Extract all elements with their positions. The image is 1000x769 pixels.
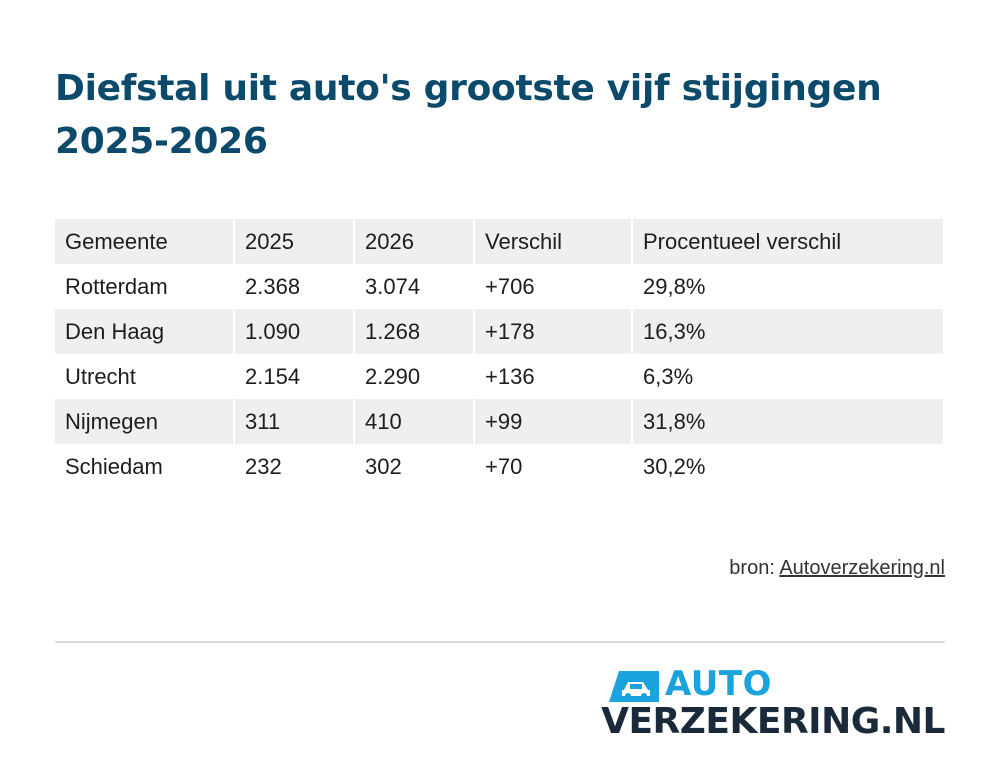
column-header: Procentueel verschil xyxy=(633,219,943,264)
source-note: bron: Autoverzekering.nl xyxy=(729,557,945,580)
table-cell: 16,3% xyxy=(633,309,943,354)
table-cell: Schiedam xyxy=(55,444,235,489)
table-cell: 2.154 xyxy=(235,354,355,399)
table-cell: 232 xyxy=(235,444,355,489)
table-cell: +178 xyxy=(475,309,633,354)
divider xyxy=(55,641,945,643)
column-header: Verschil xyxy=(475,219,633,264)
table-cell: 30,2% xyxy=(633,444,943,489)
car-icon xyxy=(609,671,659,702)
table-cell: 302 xyxy=(355,444,475,489)
table-cell: 311 xyxy=(235,399,355,444)
table-cell: Rotterdam xyxy=(55,264,235,309)
table-row: Utrecht 2.154 2.290 +136 6,3% xyxy=(55,354,943,399)
table-cell: 1.268 xyxy=(355,309,475,354)
data-table: Gemeente 2025 2026 Verschil Procentueel … xyxy=(55,219,943,489)
table-cell: +99 xyxy=(475,399,633,444)
source-link[interactable]: Autoverzekering.nl xyxy=(779,557,945,579)
table-cell: +70 xyxy=(475,444,633,489)
brand-logo: AUTO VERZEKERING.NL xyxy=(601,664,945,744)
column-header: 2025 xyxy=(235,219,355,264)
table-cell: Den Haag xyxy=(55,309,235,354)
page-title: Diefstal uit auto's grootste vijf stijgi… xyxy=(55,68,882,162)
table-cell: 2.290 xyxy=(355,354,475,399)
table-cell: 29,8% xyxy=(633,264,943,309)
table-row: Den Haag 1.090 1.268 +178 16,3% xyxy=(55,309,943,354)
table-row: Schiedam 232 302 +70 30,2% xyxy=(55,444,943,489)
table-cell: Nijmegen xyxy=(55,399,235,444)
column-header: 2026 xyxy=(355,219,475,264)
table-row: Nijmegen 311 410 +99 31,8% xyxy=(55,399,943,444)
logo-text-top: AUTO xyxy=(665,664,772,704)
table-cell: 2.368 xyxy=(235,264,355,309)
table-row: Rotterdam 2.368 3.074 +706 29,8% xyxy=(55,264,943,309)
table-cell: +136 xyxy=(475,354,633,399)
column-header: Gemeente xyxy=(55,219,235,264)
table-cell: 6,3% xyxy=(633,354,943,399)
table-header-row: Gemeente 2025 2026 Verschil Procentueel … xyxy=(55,219,943,264)
table-cell: 410 xyxy=(355,399,475,444)
table-cell: Utrecht xyxy=(55,354,235,399)
logo-text-bottom: VERZEKERING.NL xyxy=(601,701,945,742)
table-cell: 3.074 xyxy=(355,264,475,309)
table-cell: 31,8% xyxy=(633,399,943,444)
source-prefix: bron: xyxy=(729,557,780,579)
table-cell: +706 xyxy=(475,264,633,309)
table-cell: 1.090 xyxy=(235,309,355,354)
